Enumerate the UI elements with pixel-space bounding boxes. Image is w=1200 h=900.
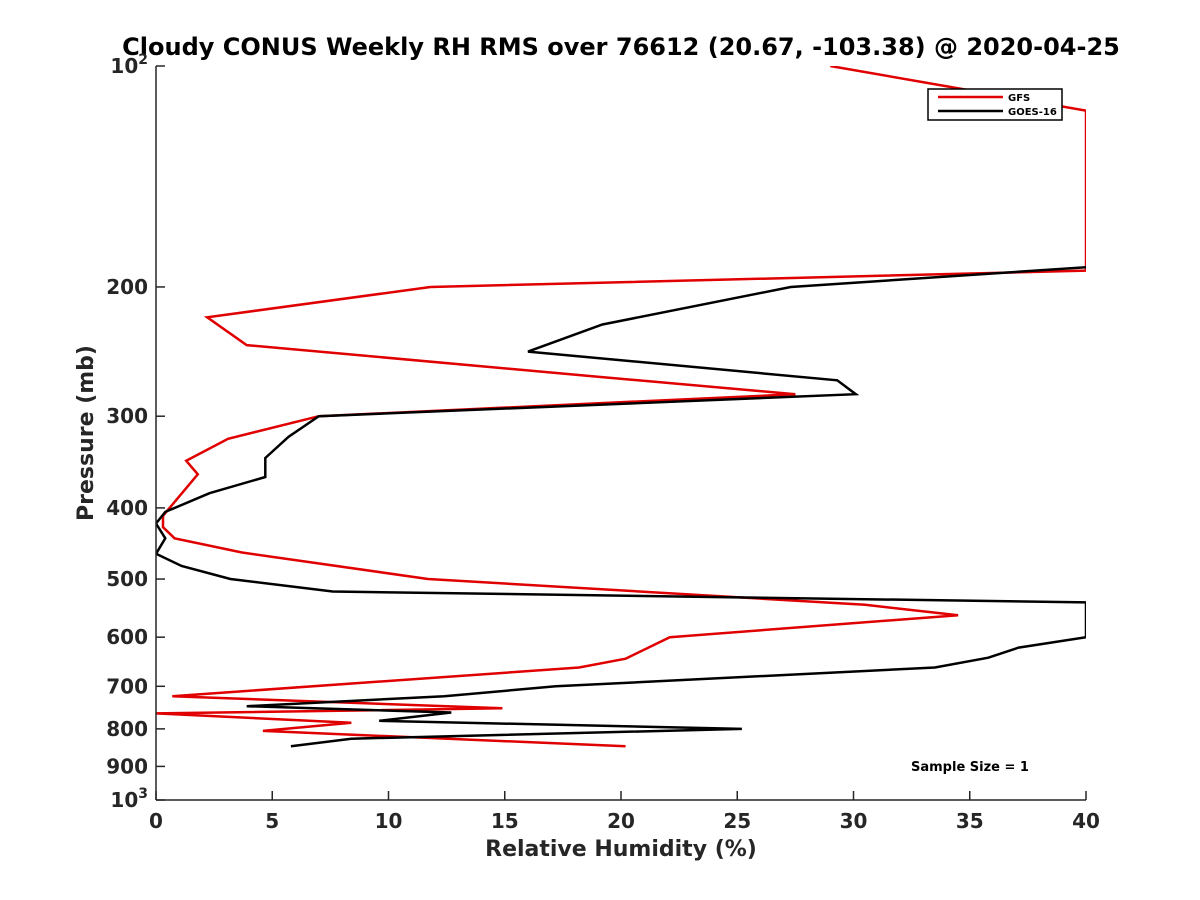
legend-label-gfs: GFS	[1008, 93, 1030, 104]
y-tick-label: 700	[106, 674, 148, 698]
chart-title: Cloudy CONUS Weekly RH RMS over 76612 (2…	[122, 33, 1120, 61]
sample-size-annotation: Sample Size = 1	[911, 760, 1029, 775]
x-tick-label: 25	[723, 809, 751, 833]
x-ticks: 0 5 10 15 20 25 30 35 40	[149, 791, 1100, 833]
x-tick-label: 15	[491, 809, 519, 833]
series-layer	[156, 66, 1086, 748]
y-tick-label: 900	[106, 754, 148, 778]
x-axis-label: Relative Humidity (%)	[485, 837, 757, 862]
y-axis-label: Pressure (mb)	[74, 345, 99, 521]
legend-box	[927, 88, 1063, 121]
y-tick-label: 200	[106, 275, 148, 299]
x-tick-label: 35	[956, 809, 984, 833]
y-tick-label: 103	[110, 786, 148, 812]
series-line-gfs	[156, 66, 1086, 748]
y-tick-label: 500	[106, 567, 148, 591]
x-tick-label: 40	[1072, 809, 1100, 833]
y-tick-label: 300	[106, 404, 148, 428]
series-line-goes16	[156, 265, 1086, 748]
y-tick-label: 800	[106, 717, 148, 741]
y-tick-label: 400	[106, 496, 148, 520]
legend: GFS GOES-16	[927, 88, 1063, 121]
y-tick-label: 102	[110, 52, 148, 78]
x-tick-label: 30	[840, 809, 868, 833]
x-tick-label: 20	[607, 809, 635, 833]
legend-label-goes16: GOES-16	[1008, 107, 1057, 118]
x-tick-label: 5	[265, 809, 279, 833]
x-tick-label: 10	[375, 809, 403, 833]
y-tick-label: 600	[106, 625, 148, 649]
y-ticks: 102 200 300 400 500 600 700 800 900 103	[106, 52, 165, 812]
x-tick-label: 0	[149, 809, 163, 833]
